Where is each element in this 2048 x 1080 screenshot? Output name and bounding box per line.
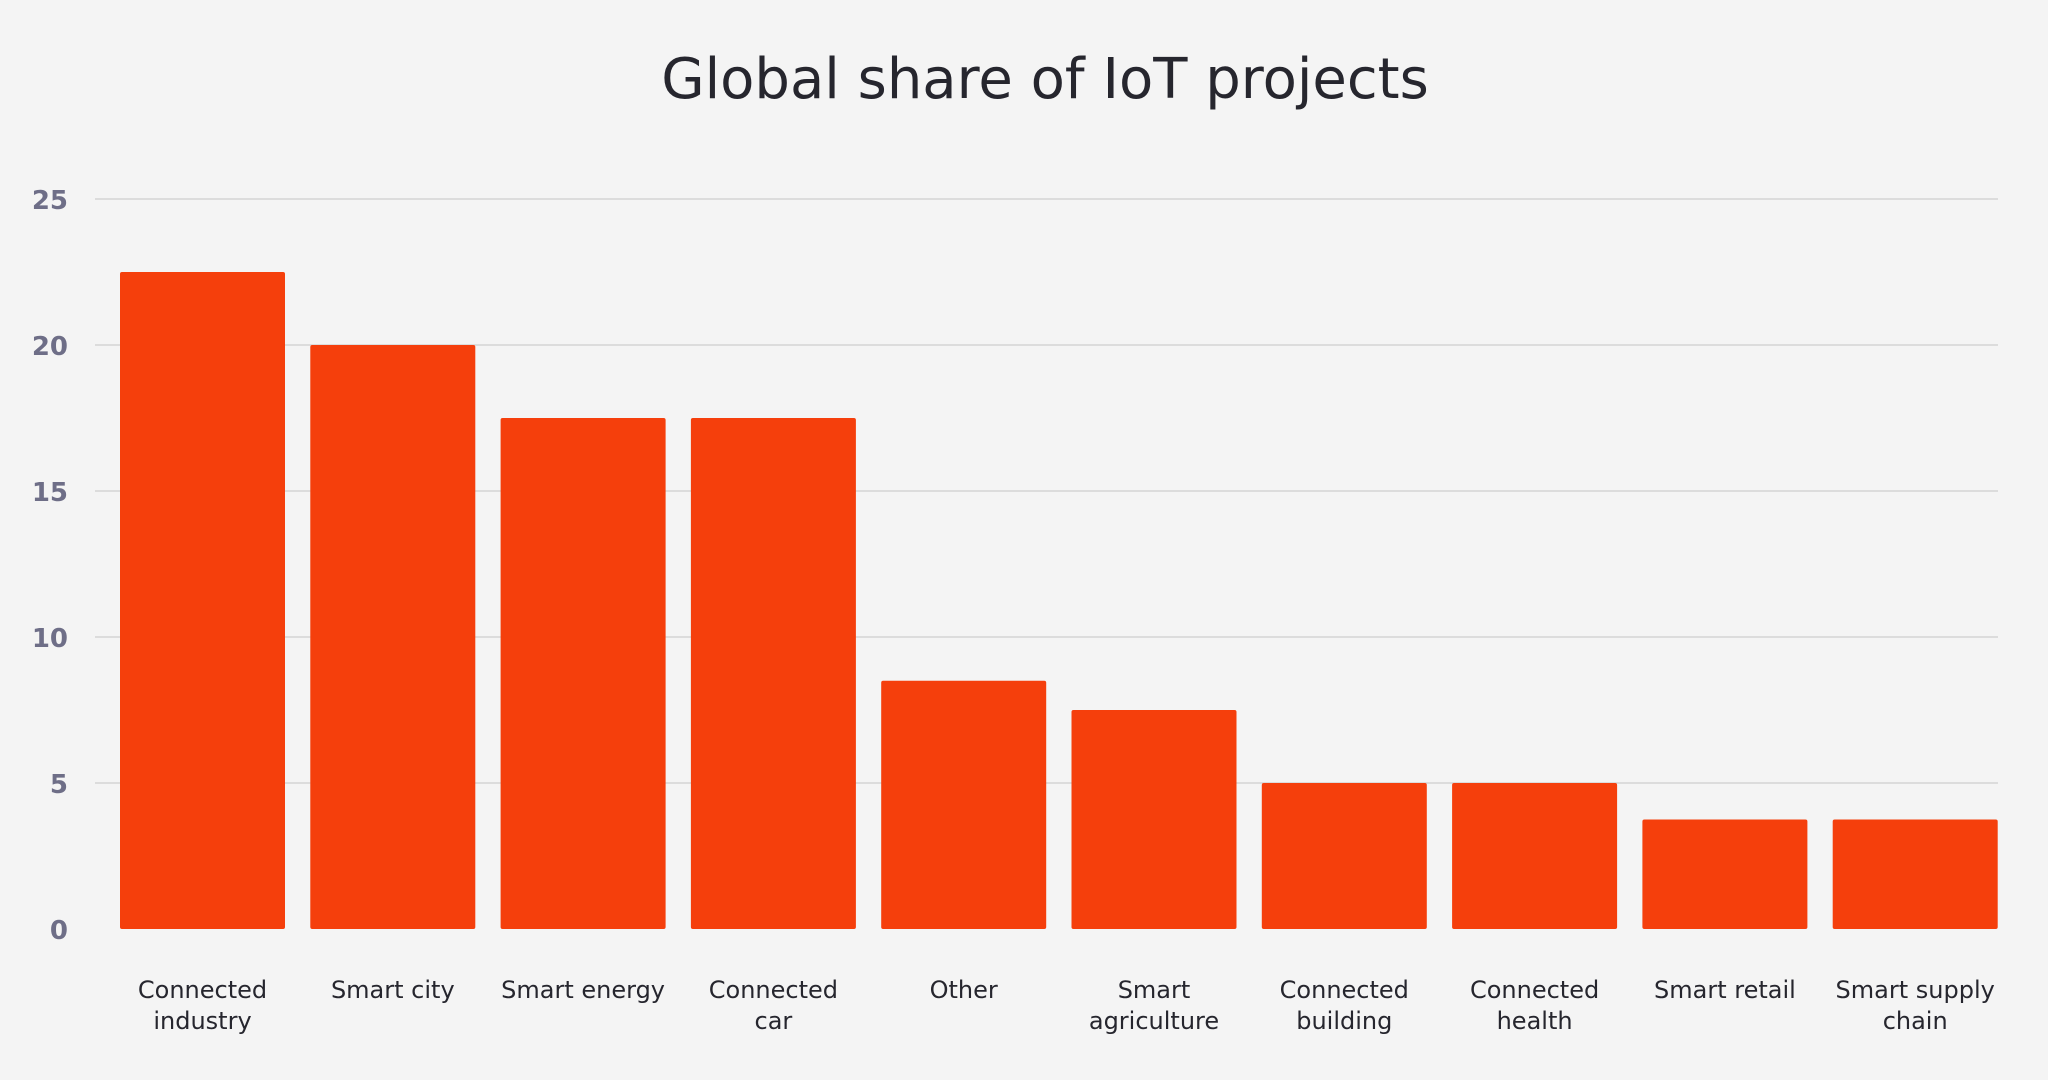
x-tick-label-line: chain	[1883, 1007, 1948, 1035]
bar	[120, 272, 285, 929]
bar	[1832, 819, 1998, 929]
x-tick-label-line: Connected	[1470, 976, 1599, 1004]
bar	[500, 418, 666, 929]
x-tick-label-line: building	[1296, 1007, 1392, 1035]
x-tick-label-line: Smart city	[331, 976, 455, 1004]
x-axis-labels: Connected industry Smart city Smart energy C…	[138, 976, 1995, 1035]
x-tick-label: Smart agriculture	[1089, 976, 1219, 1035]
x-tick-label-line: health	[1497, 1007, 1573, 1035]
x-tick-label-line: Smart retail	[1654, 976, 1796, 1004]
x-tick-label-line: agriculture	[1089, 1007, 1219, 1035]
x-tick-label-line: Smart supply	[1836, 976, 1995, 1004]
x-tick-label: Smart retail	[1654, 976, 1796, 1004]
y-tick-label: 20	[32, 332, 68, 362]
y-tick-label: 10	[32, 624, 68, 654]
y-tick-label: 5	[50, 770, 68, 800]
y-axis-ticks: 0 5 10 15 20 25	[32, 186, 68, 946]
chart-title: Global share of IoT projects	[661, 47, 1429, 112]
x-tick-label-line: Other	[930, 976, 998, 1004]
x-tick-label-line: Connected	[709, 976, 838, 1004]
x-tick-label: Connected health	[1470, 976, 1599, 1035]
bars	[120, 272, 1998, 929]
x-tick-label-line: Smart energy	[501, 976, 665, 1004]
x-tick-label-line: Connected	[138, 976, 267, 1004]
y-tick-label: 0	[50, 916, 68, 946]
x-tick-label: Connected car	[709, 976, 838, 1035]
x-tick-label: Smart supply chain	[1836, 976, 1995, 1035]
y-tick-label: 25	[32, 186, 68, 216]
x-tick-label-line: industry	[153, 1007, 251, 1035]
bar	[1071, 710, 1237, 929]
bar	[1642, 819, 1808, 929]
x-tick-label-line: Connected	[1280, 976, 1409, 1004]
x-tick-label: Connected industry	[138, 976, 267, 1035]
bar	[1452, 783, 1618, 929]
bar	[690, 418, 856, 929]
y-tick-label: 15	[32, 478, 68, 508]
bar	[881, 680, 1047, 929]
x-tick-label: Smart energy	[501, 976, 665, 1004]
x-tick-label: Smart city	[331, 976, 455, 1004]
x-tick-label-line: Smart	[1118, 976, 1191, 1004]
bar	[310, 345, 476, 929]
bar	[1261, 783, 1427, 929]
x-tick-label-line: car	[755, 1007, 793, 1035]
x-tick-label: Connected building	[1280, 976, 1409, 1035]
x-tick-label: Other	[930, 976, 998, 1004]
